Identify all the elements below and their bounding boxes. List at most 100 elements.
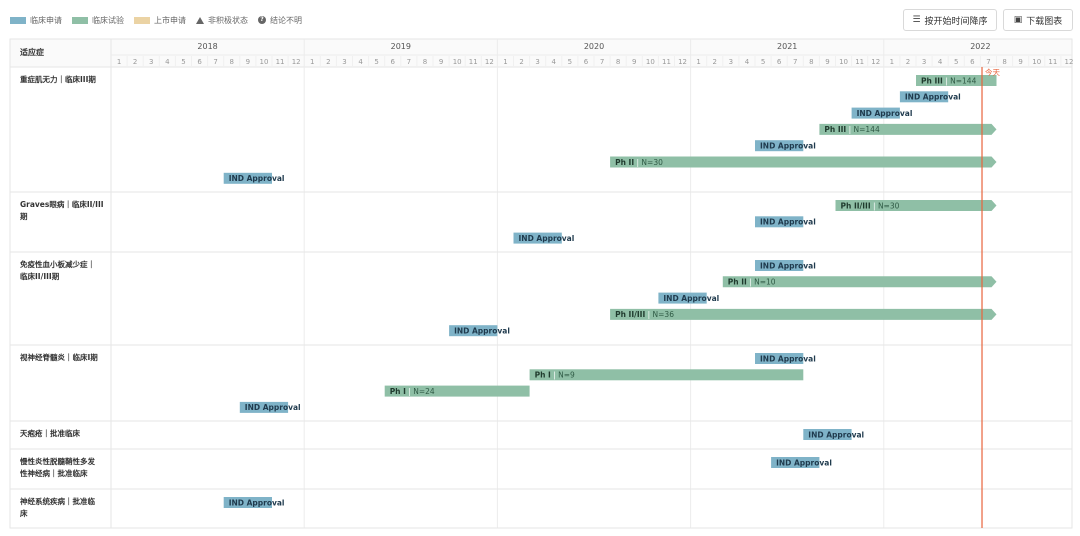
month-tick-label: 3 xyxy=(342,58,346,66)
month-tick-label: 12 xyxy=(485,58,494,66)
legend-item-unclear[interactable]: ? 结论不明 xyxy=(258,15,302,26)
download-chart-button[interactable]: ▣ 下载图表 xyxy=(1003,9,1073,31)
legend-swatch-market xyxy=(134,16,150,24)
trial-separator: | xyxy=(943,76,950,85)
indication-row: 天疱疮｜批准临床 IND Approval xyxy=(10,428,1072,450)
month-tick-label: 2 xyxy=(133,58,137,66)
month-tick-label: 9 xyxy=(439,58,443,66)
trial-bar: Ph II | N=30 xyxy=(610,156,997,168)
trial-bar-shape xyxy=(384,385,530,397)
trial-bar-label: Ph II | N=10 xyxy=(728,278,776,287)
trial-bar-label: Ph II | N=30 xyxy=(615,158,663,167)
legend-item-inactive[interactable]: 非积极状态 xyxy=(196,15,248,26)
month-tick-label: 8 xyxy=(1002,58,1006,66)
trial-separator: | xyxy=(846,125,853,134)
trial-separator: | xyxy=(551,371,558,380)
legend-label-inactive: 非积极状态 xyxy=(208,15,248,25)
month-tick-label: 11 xyxy=(855,58,864,66)
ind-bar-shape xyxy=(658,292,707,304)
ind-approval-label: IND Approval xyxy=(229,498,285,507)
trial-sample-size: N=9 xyxy=(558,371,575,380)
month-tick-label: 2 xyxy=(519,58,523,66)
trial-bar-label: Ph II/III | N=36 xyxy=(615,310,674,319)
trial-bar-label: Ph III | N=144 xyxy=(921,76,977,85)
ind-bar-shape xyxy=(239,401,289,413)
indication-label: 免疫性血小板减少症｜ xyxy=(20,259,95,269)
indication-row: 神经系统疾病｜批准临床 IND Approval xyxy=(10,496,1072,529)
ind-approval-label: IND Approval xyxy=(663,294,719,303)
legend-item-ind[interactable]: 临床申请 xyxy=(10,15,62,26)
month-tick-label: 9 xyxy=(246,58,250,66)
trial-sample-size: N=30 xyxy=(641,158,663,167)
ind-bar-shape xyxy=(755,140,804,152)
ind-approval-bar: IND Approval xyxy=(449,325,510,337)
indication-label: 期 xyxy=(20,211,28,221)
year-label: 2022 xyxy=(970,42,990,51)
month-tick-label: 1 xyxy=(310,58,314,66)
sort-list-icon: ☰ xyxy=(912,15,921,25)
ind-approval-bar: IND Approval xyxy=(803,429,864,440)
trial-sample-size: N=36 xyxy=(653,310,675,319)
legend-item-market[interactable]: 上市申请 xyxy=(134,15,186,26)
trial-bar-shape xyxy=(835,200,997,211)
triangle-icon xyxy=(196,16,204,24)
ind-approval-bar: IND Approval xyxy=(755,216,816,228)
month-tick-label: 11 xyxy=(662,58,671,66)
month-tick-label: 6 xyxy=(970,58,975,66)
indication-row: 重症肌无力｜临床III期 Ph III | N=144 IND Approval IN… xyxy=(10,74,1072,193)
trial-bar: Ph I | N=24 xyxy=(384,385,530,397)
trial-phase-text: Ph II/III xyxy=(841,201,871,210)
month-tick-label: 7 xyxy=(986,58,990,66)
month-tick-label: 12 xyxy=(871,58,880,66)
ind-approval-bar: IND Approval xyxy=(851,107,912,119)
ind-bar-shape xyxy=(899,91,949,103)
month-tick-label: 7 xyxy=(213,58,217,66)
month-tick-label: 9 xyxy=(1018,58,1022,66)
trial-separator: | xyxy=(747,278,754,287)
trial-bar-label: Ph II/III | N=30 xyxy=(841,201,900,210)
ind-approval-label: IND Approval xyxy=(229,174,285,183)
trial-sample-size: N=144 xyxy=(950,76,976,85)
month-tick-label: 5 xyxy=(181,58,185,66)
trial-phase-text: Ph I xyxy=(535,371,551,380)
ind-approval-label: IND Approval xyxy=(808,430,864,439)
legend-label-ind: 临床申请 xyxy=(30,15,62,25)
month-tick-label: 1 xyxy=(696,58,700,66)
trial-bar: Ph II | N=10 xyxy=(722,276,997,288)
month-tick-label: 10 xyxy=(839,58,848,66)
ind-bar-shape xyxy=(771,457,820,468)
ind-approval-bar: IND Approval xyxy=(658,292,719,304)
month-tick-label: 1 xyxy=(117,58,121,66)
indication-label: 视神经脊髓炎｜临床I期 xyxy=(20,352,98,362)
ind-approval-bar: IND Approval xyxy=(755,260,816,271)
trial-separator: | xyxy=(645,310,652,319)
legend-swatch-ind xyxy=(10,16,26,24)
month-tick-label: 5 xyxy=(374,58,378,66)
trial-phase-text: Ph II xyxy=(615,158,634,167)
ind-bar-shape xyxy=(803,429,852,440)
ind-approval-label: IND Approval xyxy=(519,234,575,243)
ind-approval-label: IND Approval xyxy=(905,93,961,102)
trial-bar-shape xyxy=(819,123,997,135)
legend-item-trial[interactable]: 临床试验 xyxy=(72,15,124,26)
month-tick-label: 9 xyxy=(632,58,636,66)
trial-bar: Ph II/III | N=30 xyxy=(835,200,997,211)
month-tick-label: 7 xyxy=(600,58,604,66)
month-tick-label: 6 xyxy=(777,58,782,66)
ind-approval-bar: IND Approval xyxy=(755,353,816,364)
month-tick-label: 10 xyxy=(1032,58,1041,66)
trial-sample-size: N=144 xyxy=(854,125,880,134)
indication-row: 免疫性血小板减少症｜ 临床II/III期 IND Approval Ph II | N… xyxy=(10,259,1072,346)
indication-label: 天疱疮｜批准临床 xyxy=(20,428,80,438)
ind-bar-shape xyxy=(755,353,804,364)
month-tick-label: 5 xyxy=(568,58,572,66)
ind-approval-label: IND Approval xyxy=(760,142,816,151)
month-tick-label: 3 xyxy=(535,58,539,66)
trial-bar-shape xyxy=(916,75,997,86)
legend-swatch-trial xyxy=(72,16,88,24)
sort-by-start-desc-button[interactable]: ☰ 按开始时间降序 xyxy=(903,9,997,31)
ind-approval-bar: IND Approval xyxy=(513,232,575,244)
month-tick-label: 11 xyxy=(1048,58,1057,66)
